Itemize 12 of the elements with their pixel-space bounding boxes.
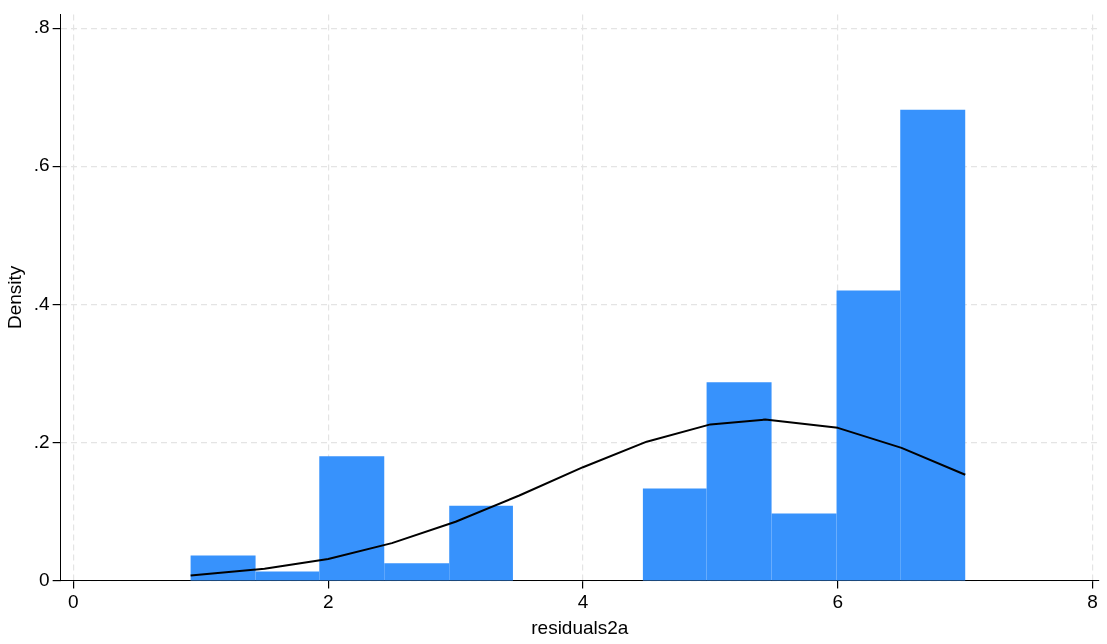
x-tick-label: 2 <box>322 591 334 613</box>
x-tick-label: 8 <box>1087 591 1098 613</box>
y-tick-label: 0 <box>39 568 50 590</box>
y-tick-label: .4 <box>33 292 51 314</box>
x-tick-label: 0 <box>68 591 79 613</box>
x-tick-label: 4 <box>577 591 589 613</box>
x-axis-title: residuals2a <box>531 616 629 638</box>
y-tick-label: .2 <box>33 430 50 452</box>
x-tick-label: 6 <box>832 591 844 613</box>
y-tick-label: .6 <box>33 154 50 176</box>
y-axis-title: Density <box>3 265 25 330</box>
y-tick-label: .8 <box>33 16 50 38</box>
